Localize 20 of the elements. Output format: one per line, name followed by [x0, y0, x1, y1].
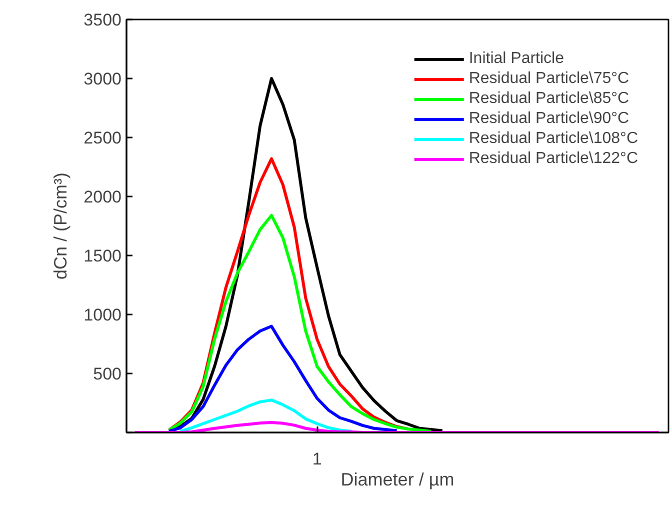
y-tick-label: 1000 — [84, 306, 122, 324]
legend-label: Residual Particle\75°C — [468, 70, 630, 88]
legend-label: Residual Particle\108°C — [468, 130, 638, 148]
legend-label: Residual Particle\85°C — [468, 90, 630, 108]
x-tick-label: 1 — [312, 450, 322, 468]
x-axis-title: Diameter / µm — [340, 470, 454, 490]
legend-label: Initial Particle — [468, 50, 564, 68]
line-series — [167, 324, 398, 432]
legend-label: Residual Particle\90°C — [468, 110, 630, 128]
y-tick-label: 2500 — [84, 128, 122, 148]
line-series — [167, 214, 432, 432]
y-tick-label: 3000 — [84, 70, 122, 88]
y-tick-label: 500 — [93, 364, 122, 384]
line-series — [133, 420, 660, 432]
y-tick-label: 1500 — [84, 246, 122, 266]
y-tick-label: 3500 — [84, 10, 122, 30]
y-axis-title: dCn / (P/cm³) — [50, 172, 71, 280]
legend-label: Residual Particle\122°C — [468, 150, 638, 168]
line-series — [178, 398, 353, 432]
y-tick-label: 2000 — [84, 188, 122, 206]
